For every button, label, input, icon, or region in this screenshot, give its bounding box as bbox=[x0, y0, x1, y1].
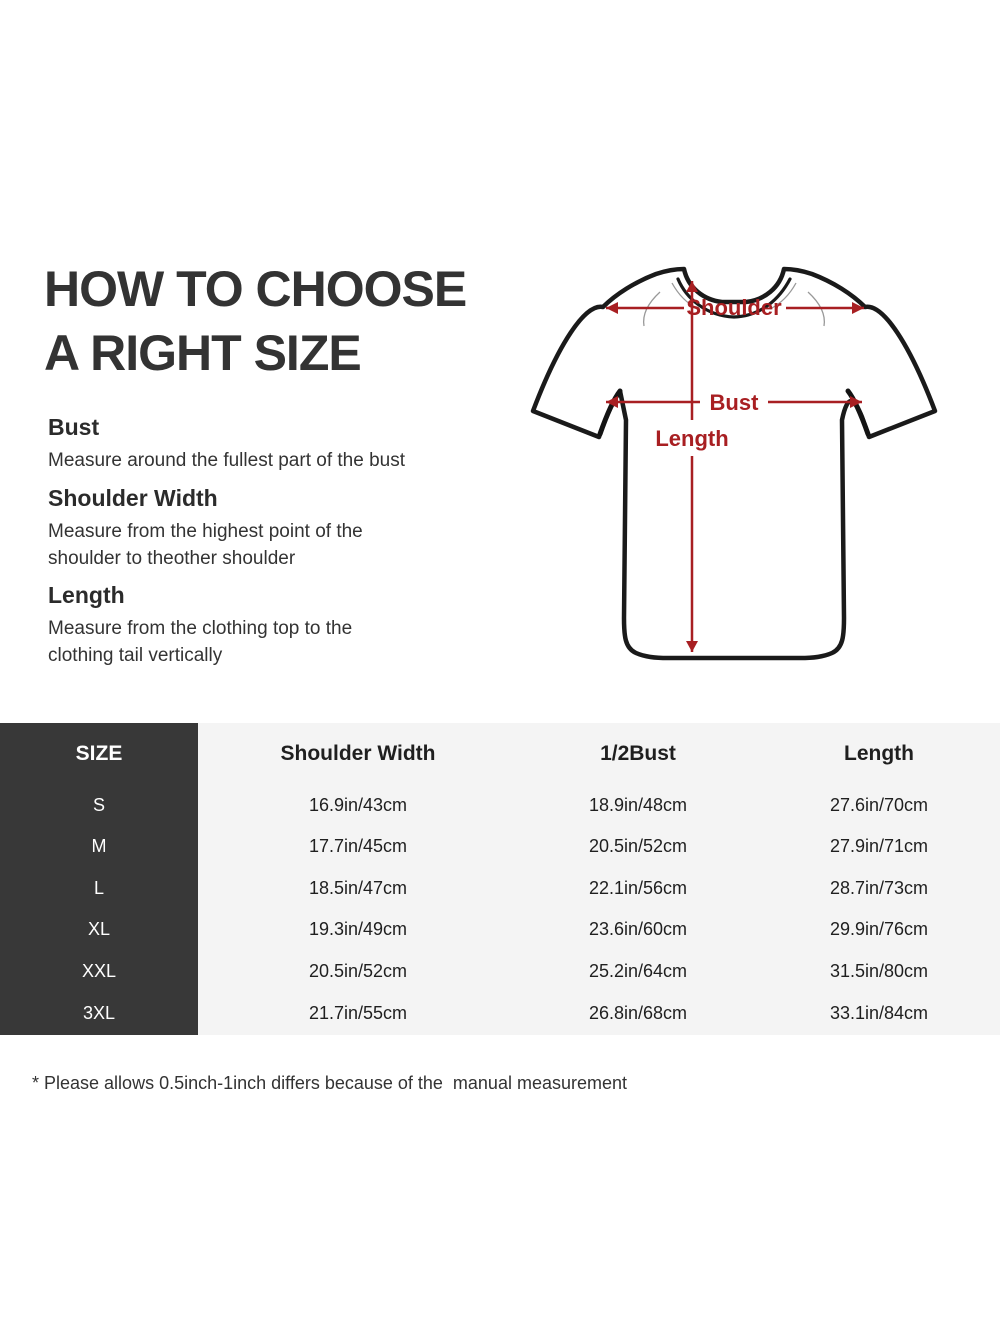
svg-text:Length: Length bbox=[655, 426, 728, 451]
svg-text:Bust: Bust bbox=[710, 390, 760, 415]
svg-text:Shoulder: Shoulder bbox=[686, 295, 782, 320]
